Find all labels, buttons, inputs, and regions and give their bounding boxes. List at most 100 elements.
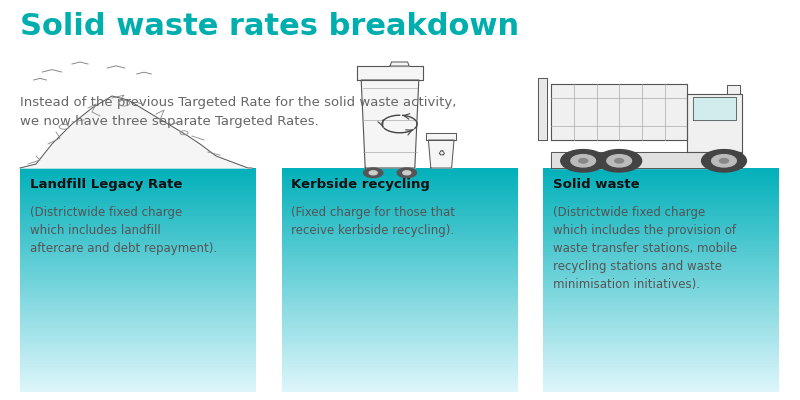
Bar (543, 168, 779, 171)
Bar (543, 258, 779, 260)
Bar (543, 232, 779, 235)
Bar (20, 241, 256, 244)
Bar (543, 266, 779, 269)
Circle shape (712, 155, 736, 167)
Bar (282, 216, 518, 218)
Bar (20, 232, 256, 235)
Bar (20, 171, 256, 174)
Bar (20, 294, 256, 297)
Bar (20, 356, 256, 358)
Bar (20, 235, 256, 238)
Bar (543, 272, 779, 274)
Bar (282, 344, 518, 347)
Bar (282, 227, 518, 230)
Bar (282, 204, 518, 207)
Bar (543, 263, 779, 266)
Bar (282, 381, 518, 384)
Bar (282, 266, 518, 269)
Bar (20, 252, 256, 255)
Bar (282, 185, 518, 188)
Bar (543, 389, 779, 392)
Bar (543, 347, 779, 350)
Bar (282, 322, 518, 325)
Bar (282, 378, 518, 381)
Bar (282, 277, 518, 280)
Bar (282, 176, 518, 179)
Bar (543, 336, 779, 339)
Bar (20, 333, 256, 336)
Bar (282, 339, 518, 342)
Bar (282, 361, 518, 364)
Bar (282, 241, 518, 244)
Bar (543, 193, 779, 196)
Polygon shape (357, 66, 422, 80)
Bar (543, 375, 779, 378)
Bar (20, 339, 256, 342)
Bar (20, 328, 256, 330)
Bar (20, 300, 256, 302)
Bar (20, 230, 256, 232)
Bar (282, 210, 518, 213)
Bar (543, 246, 779, 249)
Polygon shape (551, 84, 687, 140)
Bar (20, 386, 256, 389)
Bar (20, 263, 256, 266)
Text: Solid waste: Solid waste (553, 178, 639, 191)
Bar (543, 350, 779, 353)
Circle shape (614, 158, 624, 163)
Bar (543, 361, 779, 364)
Polygon shape (20, 96, 252, 168)
Bar (543, 384, 779, 386)
Bar (20, 204, 256, 207)
Bar (282, 221, 518, 224)
Bar (282, 218, 518, 221)
Bar (20, 274, 256, 277)
Bar (543, 230, 779, 232)
Bar (282, 258, 518, 260)
Bar (20, 258, 256, 260)
Bar (20, 255, 256, 258)
Bar (20, 246, 256, 249)
Bar (543, 367, 779, 370)
Circle shape (719, 158, 729, 163)
Bar (20, 367, 256, 370)
Bar (282, 260, 518, 263)
Circle shape (578, 158, 588, 163)
Bar (543, 294, 779, 297)
Bar (20, 350, 256, 353)
Bar (543, 322, 779, 325)
Bar (282, 190, 518, 193)
Bar (20, 218, 256, 221)
Bar (20, 280, 256, 283)
Text: (Fixed charge for those that
receive kerbside recycling).: (Fixed charge for those that receive ker… (291, 206, 455, 237)
Bar (543, 244, 779, 246)
Bar (20, 196, 256, 199)
Bar (543, 188, 779, 190)
Bar (543, 339, 779, 342)
Bar (282, 193, 518, 196)
Bar (282, 244, 518, 246)
Bar (543, 204, 779, 207)
Bar (282, 308, 518, 311)
Bar (543, 333, 779, 336)
Text: (Districtwide fixed charge
which includes landfill
aftercare and debt repayment): (Districtwide fixed charge which include… (30, 206, 217, 255)
Bar (20, 216, 256, 218)
Bar (20, 277, 256, 280)
Bar (282, 305, 518, 308)
Bar (282, 384, 518, 386)
Bar (543, 274, 779, 277)
Bar (282, 171, 518, 174)
Bar (543, 207, 779, 210)
Bar (282, 297, 518, 300)
Bar (543, 308, 779, 311)
Bar (282, 367, 518, 370)
Bar (20, 286, 256, 288)
Bar (282, 311, 518, 314)
Bar (20, 185, 256, 188)
Polygon shape (687, 94, 742, 152)
Bar (543, 221, 779, 224)
Bar (282, 272, 518, 274)
Bar (282, 333, 518, 336)
Bar (282, 249, 518, 252)
Bar (20, 291, 256, 294)
